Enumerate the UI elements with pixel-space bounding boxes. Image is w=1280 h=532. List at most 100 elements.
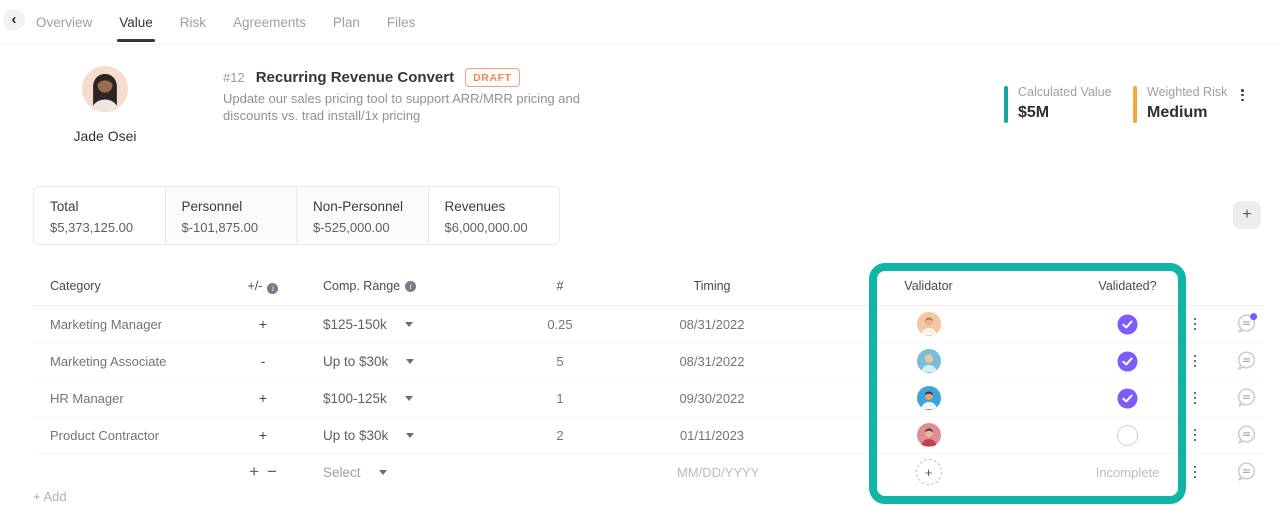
- card-label: Personnel: [181, 199, 243, 214]
- row-menu-icon[interactable]: [1191, 315, 1200, 333]
- plus-button[interactable]: +: [249, 462, 259, 481]
- deal-title-row: #12 Recurring Revenue Convert DRAFT: [223, 67, 520, 87]
- category-cell: HR Manager: [50, 390, 124, 406]
- summary-cards: Total $5,373,125.00 Personnel $-101,875.…: [33, 186, 560, 245]
- tab-risk[interactable]: Risk: [179, 14, 207, 30]
- comp-range-select[interactable]: Up to $30k: [293, 428, 443, 443]
- timing-field[interactable]: MM/DD/YYYY: [677, 464, 760, 480]
- validated-check-icon[interactable]: [1117, 351, 1138, 372]
- owner-avatar: [82, 66, 128, 112]
- plus-minus-value: +: [258, 316, 268, 332]
- add-validator-button[interactable]: +: [915, 459, 942, 485]
- tab-files[interactable]: Files: [386, 14, 416, 30]
- validated-check-icon[interactable]: [1117, 388, 1138, 409]
- status-badge: DRAFT: [465, 67, 520, 87]
- card-revenues: Revenues $6,000,000.00: [429, 187, 560, 244]
- table-row: Marketing Associate - Up to $30k 5 08/31…: [33, 343, 1264, 380]
- col-header-timing: Timing: [693, 279, 731, 293]
- chevron-down-icon: [404, 321, 413, 327]
- card-personnel: Personnel $-101,875.00: [165, 187, 297, 244]
- add-section-button[interactable]: +: [1233, 201, 1261, 229]
- count-cell: 2: [556, 427, 564, 443]
- category-cell: Product Contractor: [50, 427, 160, 443]
- top-nav: ‹ Overview Value Risk Agreements Plan Fi…: [0, 0, 1280, 45]
- row-menu-icon[interactable]: [1191, 352, 1200, 370]
- col-header-validated: Validated?: [1098, 279, 1157, 293]
- plus-minus-value: +: [258, 390, 268, 406]
- col-header-plus-minus: +/- i: [233, 279, 293, 294]
- comment-icon[interactable]: [1234, 312, 1258, 336]
- timing-field[interactable]: 08/31/2022: [679, 353, 745, 369]
- card-label: Non-Personnel: [313, 199, 404, 214]
- tab-agreements[interactable]: Agreements: [233, 14, 306, 30]
- comp-range-select[interactable]: $125-150k: [293, 317, 443, 332]
- metric-value: $5M: [1018, 104, 1050, 121]
- timing-field[interactable]: 09/30/2022: [679, 390, 745, 406]
- validated-empty-circle[interactable]: [1117, 424, 1138, 446]
- timing-field[interactable]: 08/31/2022: [679, 316, 745, 332]
- comment-icon[interactable]: [1234, 386, 1258, 410]
- category-cell: Marketing Associate: [50, 353, 167, 369]
- comp-range-select[interactable]: Select: [293, 465, 443, 480]
- line-items-table: Category +/- i Comp. Range i # Timing Vali…: [33, 267, 1264, 490]
- row-menu-icon[interactable]: [1191, 463, 1200, 481]
- tab-overview[interactable]: Overview: [36, 14, 93, 30]
- metric-value: Medium: [1147, 104, 1208, 121]
- metric-label: Calculated Value: [1018, 85, 1112, 99]
- deal-description: Update our sales pricing tool to support…: [223, 91, 580, 123]
- add-row-link[interactable]: + Add: [33, 489, 67, 504]
- table-row: HR Manager + $100-125k 1 09/30/2022: [33, 380, 1264, 417]
- validator-avatar[interactable]: [916, 386, 941, 410]
- comment-icon[interactable]: [1234, 349, 1258, 373]
- comp-range-select[interactable]: Up to $30k: [293, 354, 443, 369]
- card-value: $6,000,000.00: [444, 220, 528, 235]
- metric-accent-bar: [1004, 86, 1008, 123]
- comment-icon[interactable]: [1234, 423, 1258, 447]
- plus-minus-value: +: [258, 427, 268, 443]
- table-row-new: + − Select MM/DD/YYYY + Incomplete: [33, 454, 1264, 490]
- tab-value[interactable]: Value: [117, 0, 155, 44]
- chevron-down-icon: [404, 395, 413, 401]
- comp-range-select[interactable]: $100-125k: [293, 391, 443, 406]
- card-value: $5,373,125.00: [50, 220, 134, 235]
- count-cell: 1: [556, 390, 564, 406]
- col-header-validator: Validator: [904, 279, 953, 293]
- table-row: Product Contractor + Up to $30k 2 01/11/…: [33, 417, 1264, 454]
- chevron-down-icon: [378, 469, 387, 475]
- minus-button[interactable]: −: [267, 462, 277, 481]
- plus-minus-buttons: + −: [233, 462, 293, 482]
- table-body: Marketing Manager + $125-150k 0.25 08/31…: [33, 306, 1264, 490]
- validated-status-text: Incomplete: [1095, 464, 1160, 480]
- tab-plan[interactable]: Plan: [332, 14, 360, 30]
- card-value: $-101,875.00: [181, 220, 259, 235]
- owner-name: Jade Osei: [73, 128, 137, 144]
- comment-icon[interactable]: [1234, 460, 1258, 484]
- col-header-comp-range: Comp. Range i: [293, 279, 443, 293]
- info-icon[interactable]: i: [405, 280, 417, 292]
- count-cell: 5: [556, 353, 564, 369]
- validator-avatar[interactable]: [916, 312, 941, 336]
- card-value: $-525,000.00: [313, 220, 390, 235]
- card-label: Total: [50, 199, 79, 214]
- validated-check-icon[interactable]: [1117, 314, 1138, 335]
- chevron-down-icon: [406, 432, 415, 438]
- chevron-down-icon: [406, 358, 415, 364]
- back-icon[interactable]: ‹: [3, 9, 25, 31]
- table-row: Marketing Manager + $125-150k 0.25 08/31…: [33, 306, 1264, 343]
- validator-avatar[interactable]: [916, 423, 941, 447]
- col-header-count: #: [556, 279, 564, 293]
- plus-minus-value: -: [260, 353, 266, 369]
- card-label: Revenues: [444, 199, 506, 214]
- validator-avatar[interactable]: [916, 349, 941, 373]
- timing-field[interactable]: 01/11/2023: [679, 427, 745, 443]
- col-header-category: Category: [50, 279, 101, 293]
- deal-id: #12: [223, 69, 245, 85]
- deal-title: Recurring Revenue Convert: [255, 68, 455, 86]
- header-menu-icon[interactable]: [1238, 86, 1247, 104]
- row-menu-icon[interactable]: [1191, 389, 1200, 407]
- metric-accent-bar: [1133, 86, 1137, 123]
- tab-bar: Overview Value Risk Agreements Plan File…: [36, 0, 415, 44]
- row-menu-icon[interactable]: [1191, 426, 1200, 444]
- card-total: Total $5,373,125.00: [34, 187, 166, 244]
- info-icon[interactable]: i: [267, 282, 279, 294]
